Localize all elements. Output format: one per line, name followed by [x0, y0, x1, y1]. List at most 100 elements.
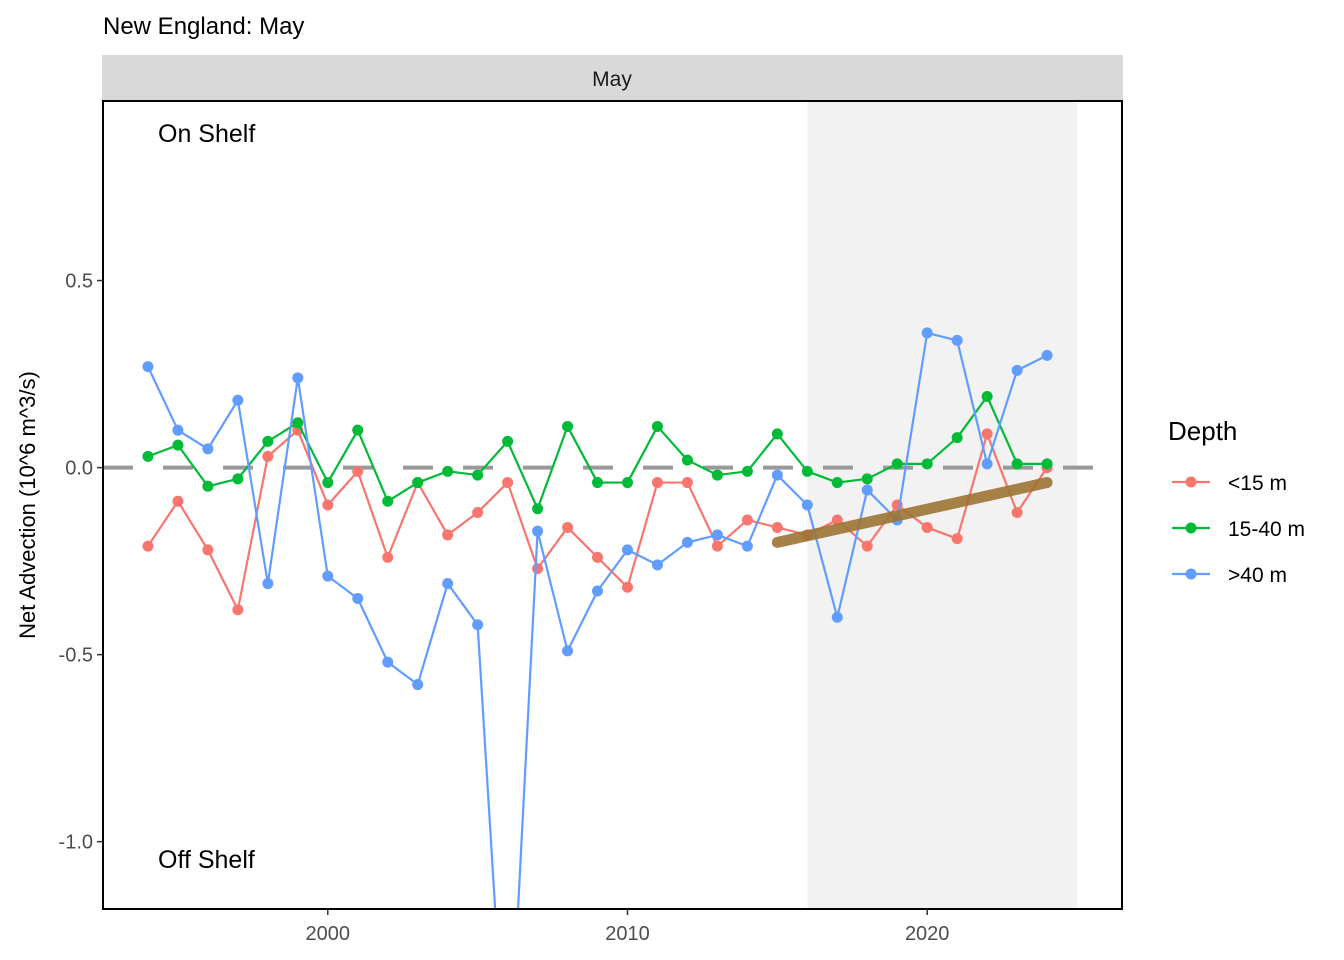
- data-point-2-2008: [562, 645, 574, 657]
- data-point-0-2022: [981, 428, 993, 440]
- data-point-2-1995: [172, 424, 184, 436]
- x-tick-label: 2000: [306, 923, 351, 945]
- data-point-1-2015: [771, 428, 783, 440]
- data-point-1-2020: [921, 458, 933, 470]
- data-point-2-2002: [382, 656, 394, 668]
- data-point-2-2007: [532, 525, 544, 537]
- data-point-0-1996: [202, 544, 214, 556]
- legend-marker-1: [1185, 522, 1197, 534]
- data-point-1-2006: [502, 435, 514, 447]
- data-point-0-2013: [711, 540, 723, 552]
- data-point-2-2020: [921, 327, 933, 339]
- data-point-2-2004: [442, 578, 454, 590]
- data-point-2-2022: [981, 458, 993, 470]
- y-tick-label: -0.5: [59, 645, 93, 667]
- data-point-2-2024: [1041, 349, 1053, 361]
- data-point-1-1998: [262, 435, 274, 447]
- legend-label: <15 m: [1228, 472, 1287, 495]
- legend-marker-0: [1185, 476, 1197, 488]
- data-point-2-2023: [1011, 364, 1023, 376]
- data-point-0-2017: [831, 514, 843, 526]
- data-point-0-2021: [951, 533, 963, 545]
- y-axis-label: Net Advection (10^6 m^3/s): [15, 371, 40, 639]
- data-point-2-2003: [412, 679, 424, 691]
- data-point-1-2023: [1011, 458, 1023, 470]
- data-point-2-2011: [651, 559, 663, 571]
- data-point-1-2014: [741, 465, 753, 477]
- panel-border: [102, 100, 1123, 910]
- data-point-2-2010: [621, 544, 633, 556]
- data-point-0-2002: [382, 551, 394, 563]
- data-point-2-2009: [592, 585, 604, 597]
- data-point-0-1995: [172, 495, 184, 507]
- legend-label: 15-40 m: [1228, 518, 1305, 541]
- data-point-1-2004: [442, 465, 454, 477]
- data-point-1-1999: [292, 417, 304, 429]
- data-point-1-2008: [562, 420, 574, 432]
- facet-strip: [102, 55, 1123, 101]
- data-point-1-2021: [951, 432, 963, 444]
- data-point-0-1997: [232, 604, 244, 616]
- data-point-2-2012: [681, 536, 693, 548]
- data-point-2-2013: [711, 529, 723, 541]
- data-point-0-2007: [532, 563, 544, 575]
- data-point-0-2023: [1011, 506, 1023, 518]
- data-point-1-2007: [532, 503, 544, 515]
- data-point-1-2003: [412, 477, 424, 489]
- data-point-2-1998: [262, 578, 274, 590]
- data-point-2-2000: [322, 570, 334, 582]
- trend-line: [771, 477, 1053, 548]
- data-point-1-1995: [172, 439, 184, 451]
- data-point-1-2012: [681, 454, 693, 466]
- data-point-1-2017: [831, 477, 843, 489]
- legend-marker-2: [1185, 568, 1197, 580]
- data-point-1-2022: [981, 391, 993, 403]
- data-point-0-2018: [861, 540, 873, 552]
- data-point-2-2015: [771, 469, 783, 481]
- x-tick-label: 2010: [605, 923, 650, 945]
- data-point-1-2024: [1041, 458, 1053, 470]
- data-point-0-1998: [262, 450, 274, 462]
- data-point-2-1999: [292, 372, 304, 384]
- data-point-1-2002: [382, 495, 394, 507]
- data-point-1-2005: [472, 469, 484, 481]
- data-point-1-2018: [861, 473, 873, 485]
- data-point-0-2010: [621, 581, 633, 593]
- data-point-1-2009: [592, 477, 604, 489]
- data-point-2-2005: [472, 619, 484, 631]
- data-point-0-2015: [771, 521, 783, 533]
- data-point-1-1996: [202, 480, 214, 492]
- data-point-0-1994: [142, 540, 154, 552]
- x-tick-label: 2020: [905, 923, 950, 945]
- data-point-2-1994: [142, 361, 154, 373]
- data-point-0-2005: [472, 506, 484, 518]
- data-point-1-2011: [651, 420, 663, 432]
- data-point-1-2019: [891, 458, 903, 470]
- y-tick-label: 0.0: [65, 458, 93, 480]
- data-point-0-2008: [562, 521, 574, 533]
- chart-title: New England: May: [103, 13, 304, 40]
- data-point-2-2001: [352, 593, 364, 605]
- data-point-0-2014: [741, 514, 753, 526]
- data-point-2-1997: [232, 394, 244, 406]
- data-point-2-2017: [831, 611, 843, 623]
- legend-title: Depth: [1168, 416, 1237, 446]
- data-point-1-2016: [801, 465, 813, 477]
- data-point-2-1996: [202, 443, 214, 455]
- data-point-2-2018: [861, 484, 873, 496]
- data-point-0-2000: [322, 499, 334, 511]
- annotation-on-shelf: On Shelf: [158, 120, 255, 148]
- data-point-0-2001: [352, 465, 364, 477]
- data-point-1-2001: [352, 424, 364, 436]
- data-point-0-2004: [442, 529, 454, 541]
- data-point-0-2012: [681, 477, 693, 489]
- annotation-off-shelf: Off Shelf: [158, 846, 255, 874]
- data-point-0-2006: [502, 477, 514, 489]
- data-point-2-2016: [801, 499, 813, 511]
- data-point-2-2021: [951, 334, 963, 346]
- data-point-0-2011: [651, 477, 663, 489]
- data-point-2-2014: [741, 540, 753, 552]
- data-point-0-2009: [592, 551, 604, 563]
